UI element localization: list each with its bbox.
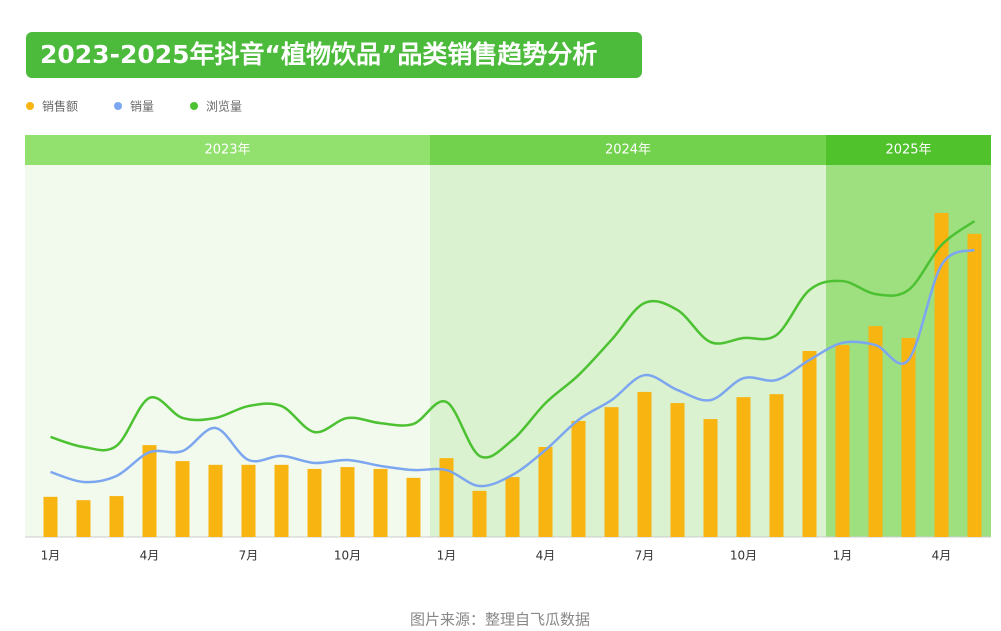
bar	[670, 403, 685, 537]
bar	[571, 420, 586, 537]
year-label: 2025年	[885, 143, 931, 158]
x-tick-label: 1月	[437, 549, 457, 563]
bar	[868, 326, 883, 537]
line	[50, 248, 976, 488]
legend-label: 销量	[130, 100, 154, 114]
bar	[967, 233, 982, 537]
x-tick-label: 4月	[932, 549, 952, 563]
x-tick-label: 1月	[833, 549, 853, 563]
bar	[373, 468, 388, 537]
bar	[934, 212, 949, 537]
year-header	[826, 135, 991, 165]
x-tick-label: 4月	[140, 549, 160, 563]
bar	[505, 477, 520, 537]
bar	[175, 461, 190, 537]
x-tick-label: 7月	[239, 549, 259, 563]
bar	[109, 496, 124, 537]
x-tick-label: 4月	[536, 549, 556, 563]
bar	[835, 345, 850, 537]
legend-dot	[26, 102, 34, 110]
bar	[406, 477, 421, 537]
title-box	[26, 32, 642, 78]
bar	[802, 351, 817, 537]
bar	[901, 337, 916, 537]
bar	[769, 394, 784, 537]
year-header	[25, 135, 430, 165]
bar	[142, 445, 157, 537]
bar	[208, 464, 223, 537]
x-tick-label: 10月	[730, 549, 757, 563]
bar	[439, 458, 454, 537]
bar	[472, 490, 487, 537]
bar	[637, 391, 652, 537]
year-header	[430, 135, 826, 165]
legend-dot	[190, 102, 199, 110]
line	[50, 220, 976, 459]
bar	[736, 397, 751, 537]
bar	[307, 468, 322, 537]
year-label: 2024年	[605, 143, 651, 158]
bar	[703, 419, 718, 537]
bar	[76, 500, 91, 537]
bar	[340, 467, 355, 537]
bar	[241, 464, 256, 537]
legend-label: 浏览量	[206, 99, 242, 114]
year-band	[25, 165, 430, 537]
year-band	[430, 165, 826, 537]
bar	[604, 407, 619, 537]
bar	[274, 464, 289, 537]
bar	[538, 446, 553, 537]
x-tick-label: 7月	[635, 549, 655, 563]
x-tick-label: 10月	[334, 549, 361, 563]
year-label: 2023年	[204, 143, 250, 158]
chart-title: 2023-2025年抖音“植物饮品”品类销售趋势分析	[40, 40, 597, 69]
x-tick-label: 1月	[41, 549, 61, 563]
legend-label: 销售额	[42, 99, 78, 114]
legend-dot	[114, 102, 123, 110]
bar	[43, 496, 58, 537]
source: 图片来源：整理自飞瓜数据	[410, 611, 590, 629]
